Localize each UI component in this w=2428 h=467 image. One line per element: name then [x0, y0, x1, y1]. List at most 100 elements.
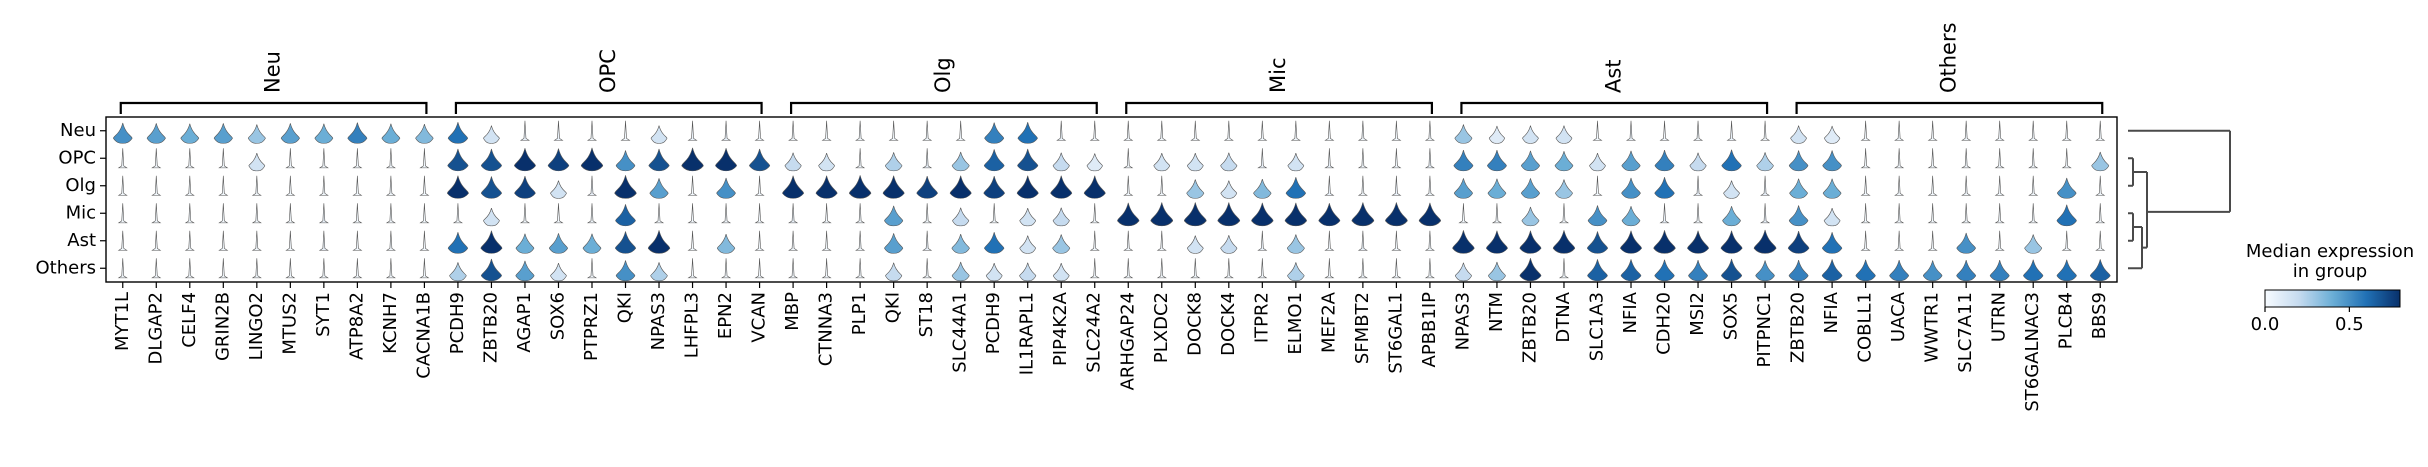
violin — [2061, 120, 2072, 141]
violin — [452, 203, 463, 224]
violin — [788, 258, 799, 279]
violin — [447, 175, 469, 199]
violin — [1961, 120, 1972, 141]
violin — [922, 120, 933, 141]
violin — [716, 177, 736, 199]
gene-label: SLC7A11 — [1955, 292, 1976, 373]
violin — [821, 230, 832, 251]
violin — [586, 203, 598, 224]
violin — [580, 147, 604, 172]
violin — [2028, 148, 2039, 169]
violin — [922, 258, 933, 279]
violin — [1894, 203, 1905, 224]
violin — [180, 123, 200, 144]
violin — [352, 175, 363, 196]
row-label: Olg — [65, 175, 96, 196]
violin — [1788, 150, 1809, 172]
violin — [615, 260, 636, 282]
row-labels: Neu OPC Olg Mic Ast Others — [36, 120, 106, 278]
violin — [1860, 203, 1871, 224]
violin — [1357, 120, 1368, 141]
violin — [1625, 120, 1637, 141]
violin — [721, 120, 732, 141]
violin — [1621, 206, 1641, 227]
violin — [1287, 262, 1305, 282]
violin — [983, 149, 1005, 172]
violin — [285, 203, 296, 224]
violin — [1123, 258, 1134, 279]
violin — [586, 258, 598, 279]
gene-label: BBS9 — [2089, 292, 2110, 339]
violin — [1653, 230, 1676, 254]
violin — [1156, 175, 1167, 196]
violin — [1860, 148, 1871, 169]
violin — [1922, 260, 1943, 282]
gene-label: SLC44A1 — [950, 292, 971, 373]
violin — [687, 175, 698, 196]
violin — [1927, 148, 1938, 169]
violin — [352, 230, 363, 251]
violin — [888, 120, 899, 141]
violin — [788, 230, 799, 251]
violin — [1391, 175, 1402, 196]
violin — [314, 123, 334, 144]
row-label: Ast — [67, 230, 96, 251]
violin — [1487, 178, 1507, 199]
gene-label: COBLL1 — [1855, 292, 1876, 363]
violin — [184, 203, 195, 224]
violin — [1217, 202, 1241, 227]
gene-label: NFIA — [1620, 291, 1641, 333]
violin — [1519, 230, 1542, 254]
gene-label: PCDH9 — [983, 292, 1004, 354]
violin — [2095, 230, 2106, 251]
violin — [984, 232, 1005, 254]
violin — [620, 120, 631, 141]
violin — [1220, 152, 1238, 172]
violin — [1760, 203, 1771, 224]
violin — [318, 258, 329, 279]
violin — [1654, 150, 1675, 172]
violin — [480, 230, 503, 254]
violin — [1855, 259, 1876, 282]
violin — [550, 180, 567, 199]
gene-label: WWTR1 — [1922, 292, 1943, 363]
violin — [1357, 258, 1368, 279]
violin — [419, 175, 430, 196]
violin — [884, 152, 903, 172]
violin — [1454, 262, 1472, 282]
violin — [1186, 179, 1205, 199]
gene-label: SOX5 — [1721, 292, 1742, 340]
violin — [1721, 258, 1743, 282]
gene-label: SLC1A3 — [1586, 292, 1607, 361]
violin — [248, 153, 266, 172]
violin — [1789, 178, 1808, 199]
gene-label: ITPR2 — [1251, 292, 1272, 343]
violin — [218, 203, 229, 224]
violin — [818, 153, 835, 172]
gene-label: NPAS3 — [648, 292, 669, 350]
violin — [721, 258, 732, 279]
violin — [687, 230, 698, 251]
violin — [1927, 120, 1938, 141]
violin — [955, 120, 966, 141]
violin — [117, 148, 128, 169]
violin — [1019, 262, 1037, 282]
violin — [1385, 202, 1408, 227]
gene-label: ST6GALNAC3 — [2022, 292, 2043, 412]
violin — [985, 263, 1003, 282]
violin — [146, 123, 166, 144]
gene-label: MBP — [782, 292, 803, 331]
violin — [1253, 179, 1272, 199]
group-brackets: Neu OPC Olg Mic Ast Others — [119, 22, 2104, 114]
gene-label: NFIA — [1821, 291, 1842, 333]
violin — [1522, 125, 1539, 144]
gene-label: DLGAP2 — [145, 292, 166, 364]
violin — [1693, 120, 1704, 141]
group-label: Others — [1936, 22, 1960, 93]
violin — [687, 120, 698, 141]
violin — [1488, 125, 1506, 144]
violin — [1693, 203, 1704, 224]
violin — [754, 258, 765, 279]
colorbar-title: in group — [2293, 261, 2367, 282]
